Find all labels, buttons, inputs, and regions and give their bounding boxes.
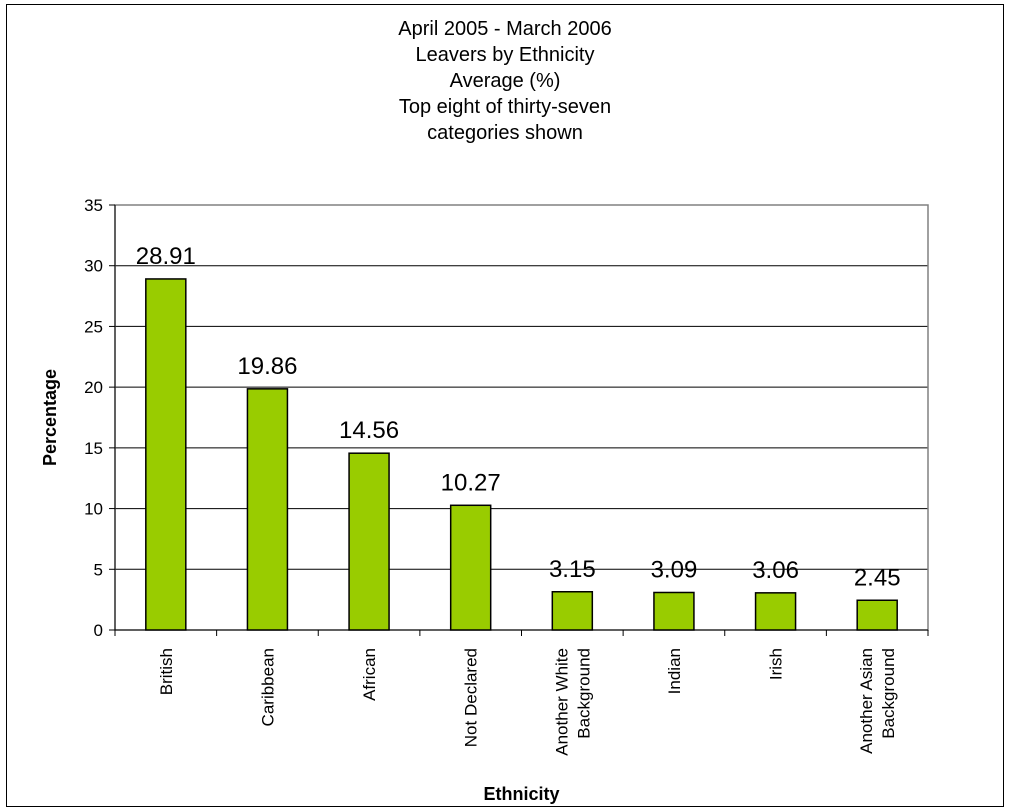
y-tick-label: 20 — [84, 378, 103, 397]
y-tick-label: 0 — [94, 621, 103, 640]
x-axis-title: Ethnicity — [483, 784, 559, 804]
category-label: Background — [879, 648, 898, 739]
title-line-3: Average (%) — [449, 70, 561, 92]
bars — [145, 278, 898, 631]
category-label: Background — [574, 648, 593, 739]
bar — [551, 591, 594, 631]
category-label: African — [360, 648, 379, 701]
title-line-1: April 2005 - March 2006 — [398, 18, 612, 40]
y-tick-label: 15 — [84, 439, 103, 458]
gridlines — [115, 265, 928, 570]
category-label: Caribbean — [258, 648, 277, 726]
data-label: 14.56 — [339, 417, 399, 444]
category-label: Indian — [665, 648, 684, 694]
bar — [145, 278, 187, 631]
bar — [754, 592, 797, 631]
title-line-5: categories shown — [427, 122, 583, 144]
chart-title: April 2005 - March 2006 Leavers by Ethni… — [0, 16, 1010, 146]
data-label: 3.15 — [549, 556, 596, 583]
data-label: 10.27 — [441, 469, 501, 496]
bar — [449, 504, 492, 631]
category-label: Another White — [552, 648, 571, 756]
chart-frame — [6, 4, 1004, 807]
bar — [246, 388, 289, 631]
axes — [109, 204, 929, 636]
data-label: 3.09 — [651, 556, 698, 583]
bar — [348, 452, 390, 631]
y-tick-label: 25 — [84, 317, 103, 336]
y-tick-label: 5 — [94, 560, 103, 579]
data-label: 19.86 — [237, 353, 297, 380]
labels: 0 5 10 15 20 25 30 35 28.91 British 19.86 Caribbean… — [84, 196, 900, 756]
y-tick-label: 30 — [84, 257, 103, 276]
y-tick-label: 35 — [84, 196, 103, 215]
data-label: 2.45 — [854, 564, 901, 591]
title-line-4: Top eight of thirty-seven — [398, 96, 612, 118]
y-tick-label: 10 — [84, 500, 103, 519]
plot-area — [114, 204, 929, 631]
category-label: Irish — [767, 648, 786, 680]
category-label: Another Asian — [857, 648, 876, 754]
data-label: 3.06 — [752, 557, 799, 584]
data-label: 28.91 — [136, 243, 196, 270]
category-label: Not Declared — [462, 648, 481, 747]
bar — [653, 591, 695, 631]
bar — [856, 599, 898, 631]
title-line-2: Leavers by Ethnicity — [415, 44, 595, 66]
y-axis-title: Percentage — [40, 369, 60, 466]
category-label: British — [157, 648, 176, 695]
